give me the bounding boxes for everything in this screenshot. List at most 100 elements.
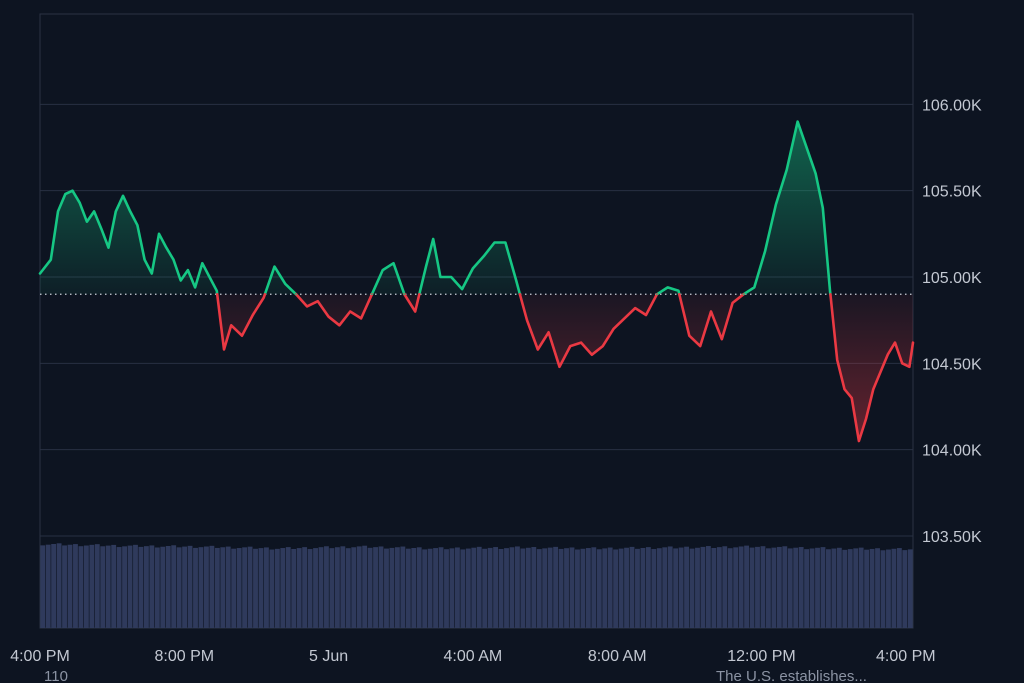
- volume-bar: [367, 547, 373, 628]
- volume-bar: [242, 547, 248, 628]
- price-point: [569, 345, 572, 347]
- volume-bar: [149, 545, 155, 628]
- volume-bar: [525, 547, 531, 628]
- volume-bar: [842, 549, 848, 628]
- volume-bar: [356, 546, 362, 628]
- volume-bar: [274, 548, 280, 628]
- volume-bar: [362, 545, 368, 628]
- price-point: [284, 283, 287, 285]
- volume-bar: [253, 548, 258, 628]
- volume-bar: [635, 548, 640, 628]
- volume-bar: [487, 547, 493, 628]
- volume-bar: [787, 548, 793, 628]
- y-tick-label: 105.00K: [922, 270, 982, 287]
- volume-bar: [804, 549, 810, 628]
- volume-bar: [438, 547, 444, 628]
- volume-bar: [744, 545, 750, 628]
- volume-bar: [165, 546, 171, 628]
- price-point: [86, 220, 88, 223]
- volume-bar: [378, 546, 384, 628]
- price-point: [194, 286, 196, 289]
- price-point: [558, 365, 561, 368]
- volume-bar: [716, 547, 722, 628]
- volume-bar: [389, 547, 395, 628]
- volume-bar: [193, 547, 198, 628]
- price-point: [414, 310, 416, 313]
- price-point: [262, 296, 265, 299]
- price-point: [742, 293, 745, 296]
- volume-bar: [394, 547, 400, 628]
- volume-bar: [580, 548, 586, 628]
- volume-bar: [531, 547, 537, 628]
- volume-bar: [836, 547, 842, 628]
- volume-bar: [187, 545, 193, 628]
- x-tick-label: 4:00 PM: [876, 648, 936, 665]
- price-point: [39, 272, 41, 275]
- price-point: [677, 290, 680, 292]
- volume-bar: [891, 548, 897, 628]
- price-point: [879, 371, 882, 373]
- volume-bar: [504, 548, 509, 628]
- price-point: [403, 293, 406, 296]
- volume-bar: [62, 545, 67, 628]
- volume-bar: [127, 545, 133, 628]
- price-point: [316, 300, 319, 302]
- price-point: [338, 324, 341, 327]
- volume-bar: [705, 546, 711, 628]
- volume-bar: [520, 548, 526, 628]
- price-point: [93, 210, 95, 213]
- price-point: [858, 440, 860, 442]
- volume-bar: [907, 549, 913, 628]
- x-tick-label: 4:00 PM: [10, 648, 70, 665]
- price-point: [504, 241, 507, 244]
- volume-bar: [313, 548, 318, 628]
- price-points: [39, 120, 914, 442]
- volume-bar: [678, 547, 684, 628]
- price-point: [836, 359, 839, 361]
- volume-bar: [400, 546, 406, 628]
- volume-bar: [433, 548, 439, 628]
- price-point: [666, 286, 669, 289]
- volume-bar: [509, 547, 515, 628]
- volume-bar: [673, 548, 679, 628]
- volume-bar: [444, 549, 449, 628]
- volume-bar: [847, 549, 853, 628]
- volume-bar: [667, 546, 673, 628]
- volume-bar: [160, 546, 166, 628]
- volume-bar: [771, 547, 777, 628]
- price-point: [872, 388, 875, 391]
- volume-bar: [514, 546, 520, 628]
- volume-bar: [171, 545, 177, 628]
- price-point: [753, 286, 756, 289]
- volume-bar: [345, 548, 351, 628]
- volume-bar: [324, 546, 329, 628]
- price-point: [151, 272, 153, 275]
- price-point: [450, 276, 453, 278]
- price-point: [107, 246, 110, 249]
- volume-bar: [427, 548, 433, 628]
- volume-bar: [760, 546, 766, 628]
- volume-bar: [422, 549, 428, 628]
- volume-bar: [100, 546, 106, 628]
- volume-bar: [482, 548, 488, 628]
- price-point: [850, 397, 853, 399]
- volume-bar: [826, 549, 831, 628]
- volume-bar: [536, 549, 542, 628]
- volume-bar: [591, 547, 597, 628]
- volume-bar: [51, 543, 57, 628]
- volume-bar: [831, 548, 837, 628]
- volume-bar: [122, 546, 127, 628]
- price-point: [349, 310, 352, 313]
- volume-bar: [662, 547, 668, 628]
- price-area-above-baseline: [40, 121, 831, 295]
- price-point: [601, 345, 604, 347]
- price-point: [208, 276, 211, 278]
- price-point: [439, 276, 442, 278]
- volume-bar: [73, 544, 78, 628]
- x-tick-label: 12:00 PM: [727, 648, 795, 665]
- volume-bar: [564, 548, 569, 628]
- price-point: [814, 172, 817, 175]
- price-point: [425, 265, 427, 268]
- volume-bar: [575, 549, 580, 628]
